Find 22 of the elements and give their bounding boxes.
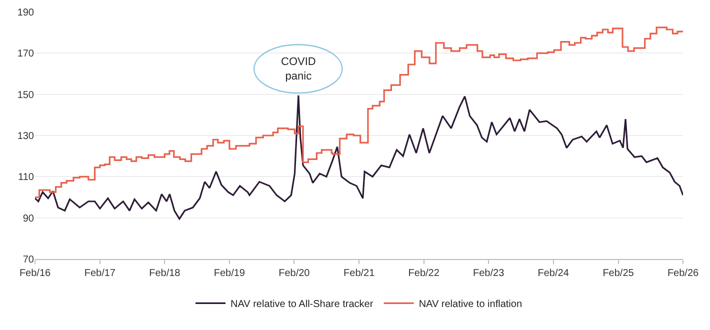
legend-label: NAV relative to inflation [418, 299, 522, 310]
x-tick-label: Feb/25 [602, 268, 634, 279]
y-tick-label: 70 [22, 254, 34, 266]
y-tick-label: 170 [17, 48, 34, 60]
x-tick-label: Feb/17 [84, 268, 116, 279]
x-tick-label: Feb/20 [278, 268, 310, 279]
x-tick-label: Feb/19 [214, 268, 246, 279]
x-tick-label: Feb/23 [473, 268, 505, 279]
x-tick-label: Feb/18 [149, 268, 181, 279]
y-tick-label: 190 [17, 8, 34, 18]
legend-label: NAV relative to All-Share tracker [230, 299, 374, 310]
y-tick-label: 130 [17, 131, 34, 142]
y-tick-label: 150 [17, 90, 34, 101]
x-tick-label: Feb/26 [667, 268, 699, 279]
y-tick-label: 90 [22, 213, 34, 224]
x-tick-label: Feb/22 [408, 268, 440, 279]
x-tick-label: Feb/16 [19, 268, 51, 279]
line-series [35, 94, 683, 220]
y-tick-label: 110 [18, 172, 34, 184]
annotation: COVID panic [281, 56, 316, 82]
x-tick-label: Feb/21 [344, 268, 376, 279]
x-tick-label: Feb/24 [538, 268, 570, 279]
